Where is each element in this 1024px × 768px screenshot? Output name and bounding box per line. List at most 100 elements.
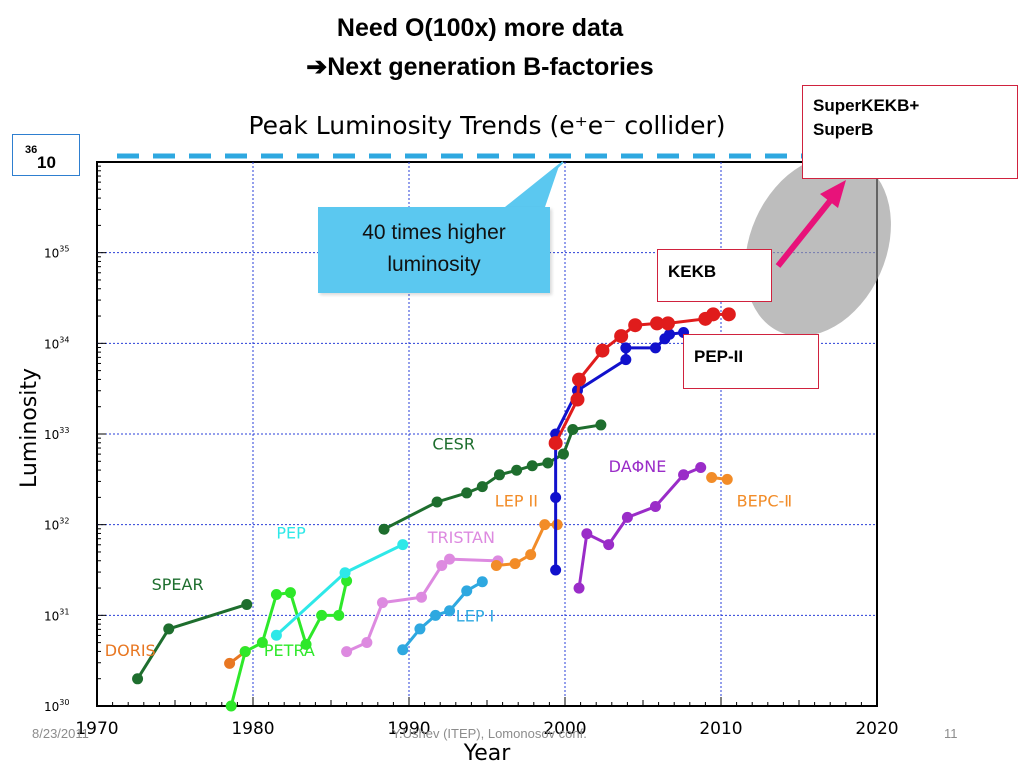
- pepii-label: PEP-II: [694, 347, 744, 366]
- data-point: [300, 638, 312, 650]
- series-label: SPEAR: [152, 575, 204, 594]
- data-point: [664, 328, 676, 340]
- y-tick-exponent: 33: [59, 426, 69, 435]
- data-point: [225, 700, 237, 712]
- data-point: [695, 462, 707, 474]
- highlight-arrow-shaft: [775, 194, 837, 268]
- callout-line2: luminosity: [387, 253, 481, 276]
- data-point: [436, 559, 448, 571]
- series-label: DORIS: [105, 641, 156, 660]
- y-tick-label: 1030: [44, 698, 69, 714]
- series-da-ne: DAΦNE: [573, 457, 707, 594]
- data-point: [614, 329, 629, 344]
- data-point: [431, 496, 443, 508]
- data-point: [316, 609, 328, 621]
- data-point: [461, 585, 473, 597]
- y-tick-label: 1032: [44, 517, 69, 533]
- data-point: [706, 307, 721, 322]
- data-point: [397, 539, 409, 551]
- data-point: [341, 646, 353, 658]
- data-point: [490, 559, 502, 571]
- series-petra: PETRA: [225, 575, 353, 712]
- data-point: [256, 637, 268, 649]
- data-point: [444, 605, 456, 617]
- data-point: [476, 481, 488, 493]
- data-point: [341, 575, 353, 587]
- series-kekb: [548, 307, 736, 451]
- target-base: 10: [37, 153, 56, 172]
- superkekb-superb-box: SuperKEKB+ SuperB: [802, 85, 1018, 179]
- data-point: [509, 558, 521, 570]
- x-tick-label: 2010: [699, 719, 742, 739]
- series-label: LEP II: [495, 492, 538, 511]
- data-point: [706, 472, 718, 484]
- pepii-box: PEP-II: [683, 334, 819, 389]
- data-point: [539, 519, 551, 531]
- callout-line1: 40 times higher: [362, 221, 506, 244]
- y-tick-label: 1034: [44, 335, 69, 351]
- data-point: [603, 539, 615, 551]
- series-label: PEP: [276, 523, 306, 542]
- data-point: [678, 469, 690, 481]
- y-tick-label: 1031: [44, 607, 69, 623]
- data-point: [595, 419, 607, 431]
- y-tick-label: 1033: [44, 426, 69, 442]
- x-tick-label: 1970: [75, 719, 118, 739]
- y-tick-exponent: 31: [59, 607, 69, 616]
- slide-title-line1: Need O(100x) more data: [336, 14, 624, 42]
- data-point: [511, 464, 523, 476]
- data-point: [721, 307, 736, 322]
- data-point: [493, 469, 505, 481]
- highlight-ellipse: [745, 155, 891, 337]
- target-exponent: 36: [25, 144, 38, 156]
- data-point: [270, 629, 282, 641]
- data-point: [284, 587, 296, 599]
- data-point: [461, 487, 473, 499]
- kekb-box: KEKB: [657, 249, 772, 302]
- data-point: [581, 528, 593, 540]
- superb-label: SuperB: [813, 120, 874, 139]
- data-point: [573, 582, 585, 594]
- footer-date: 8/23/2011: [32, 726, 89, 741]
- chart-title: Peak Luminosity Trends (e⁺e⁻ collider): [248, 111, 725, 140]
- series-label: TRISTAN: [427, 528, 495, 547]
- data-point: [333, 609, 345, 621]
- data-point: [570, 392, 585, 407]
- data-point: [132, 673, 144, 685]
- luminosity-callout: 40 times higher luminosity: [318, 207, 550, 293]
- x-axis-label: Year: [463, 741, 512, 766]
- data-point: [542, 457, 554, 469]
- data-point: [721, 473, 733, 485]
- series-bepc: BEPC-Ⅱ: [706, 472, 792, 511]
- series-label: CESR: [432, 434, 475, 453]
- data-point: [550, 491, 562, 503]
- data-point: [649, 342, 661, 354]
- slide-title-line2: ➔Next generation B-factories: [306, 53, 654, 81]
- data-point: [525, 549, 537, 561]
- highlight-arrow-head: [820, 180, 846, 208]
- series-label: LEP I: [456, 607, 494, 626]
- callout-pointer-wedge: [505, 163, 560, 207]
- data-point: [415, 591, 427, 603]
- data-point: [339, 567, 351, 579]
- x-tick-label: 2000: [543, 719, 586, 739]
- data-point: [241, 598, 253, 610]
- series-cesr: CESR: [378, 419, 607, 535]
- footer-author: Y.Ushev (ITEP), Lomonosov conf.: [392, 726, 587, 741]
- series-label: BEPC-Ⅱ: [737, 492, 793, 511]
- x-tick-label: 1990: [387, 719, 430, 739]
- data-point: [414, 623, 426, 635]
- data-point: [526, 460, 538, 472]
- data-point: [378, 523, 390, 535]
- y-tick-label: 1035: [44, 245, 69, 261]
- data-point: [621, 511, 633, 523]
- data-point: [224, 657, 236, 669]
- data-point: [567, 423, 579, 435]
- y-tick-exponent: 34: [59, 335, 69, 344]
- target-luminosity-box: 10 36: [12, 134, 80, 176]
- data-point: [595, 343, 610, 358]
- data-point: [476, 576, 488, 588]
- y-tick-exponent: 32: [59, 517, 69, 526]
- y-tick-exponent: 35: [59, 245, 69, 254]
